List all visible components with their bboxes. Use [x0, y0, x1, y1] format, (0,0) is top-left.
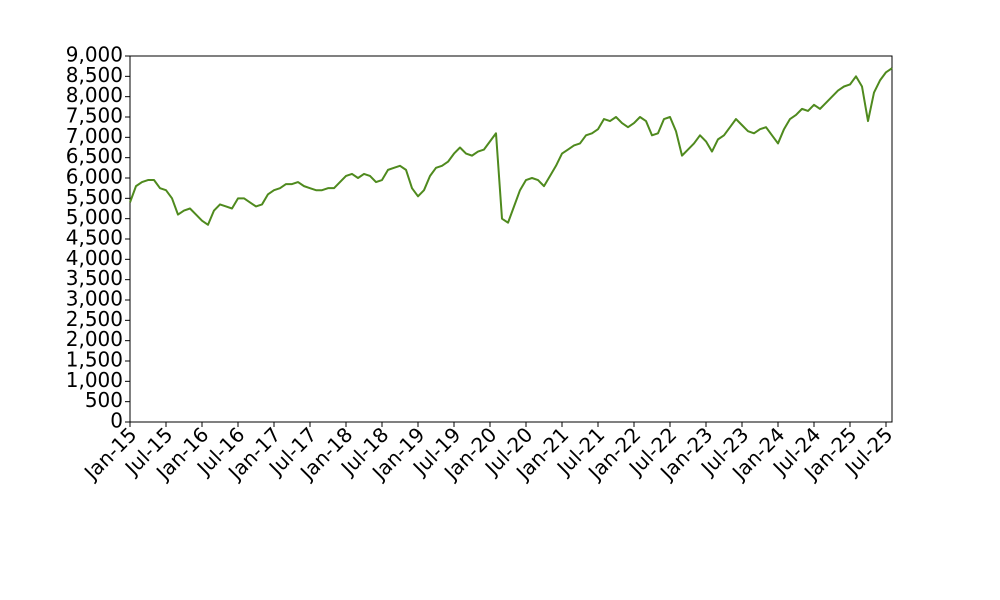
y-tick-label: 500 — [85, 388, 123, 412]
y-tick-label: 6,000 — [66, 165, 123, 189]
plot-frame — [129, 55, 893, 423]
y-tick-label: 7,500 — [66, 104, 123, 128]
y-tick-label: 6,500 — [66, 144, 123, 168]
y-tick-label: 4,500 — [66, 226, 123, 250]
y-tick-label: 0 — [110, 409, 123, 433]
y-tick-label: 9,000 — [66, 43, 123, 67]
y-tick-label: 1,500 — [66, 348, 123, 372]
y-tick-label: 4,000 — [66, 246, 123, 270]
y-tick-label: 7,000 — [66, 124, 123, 148]
y-tick-label: 2,500 — [66, 307, 123, 331]
y-tick-label: 8,500 — [66, 63, 123, 87]
y-tick-label: 2,000 — [66, 327, 123, 351]
data-line — [129, 67, 893, 226]
y-tick-label: 3,000 — [66, 287, 123, 311]
y-tick-label: 8,000 — [66, 83, 123, 107]
y-tick-label: 1,000 — [66, 368, 123, 392]
y-tick-label: 5,500 — [66, 185, 123, 209]
y-tick-label: 3,500 — [66, 266, 123, 290]
y-tick-label: 5,000 — [66, 205, 123, 229]
